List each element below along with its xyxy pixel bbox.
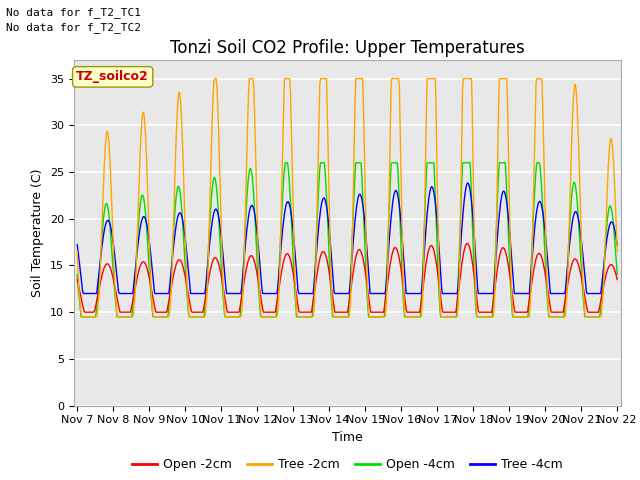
X-axis label: Time: Time	[332, 431, 363, 444]
Y-axis label: Soil Temperature (C): Soil Temperature (C)	[31, 168, 44, 297]
Legend: Open -2cm, Tree -2cm, Open -4cm, Tree -4cm: Open -2cm, Tree -2cm, Open -4cm, Tree -4…	[127, 453, 568, 476]
Text: No data for f_T2_TC2: No data for f_T2_TC2	[6, 22, 141, 33]
Text: TZ_soilco2: TZ_soilco2	[76, 71, 149, 84]
Title: Tonzi Soil CO2 Profile: Upper Temperatures: Tonzi Soil CO2 Profile: Upper Temperatur…	[170, 39, 525, 57]
Text: No data for f_T2_TC1: No data for f_T2_TC1	[6, 7, 141, 18]
